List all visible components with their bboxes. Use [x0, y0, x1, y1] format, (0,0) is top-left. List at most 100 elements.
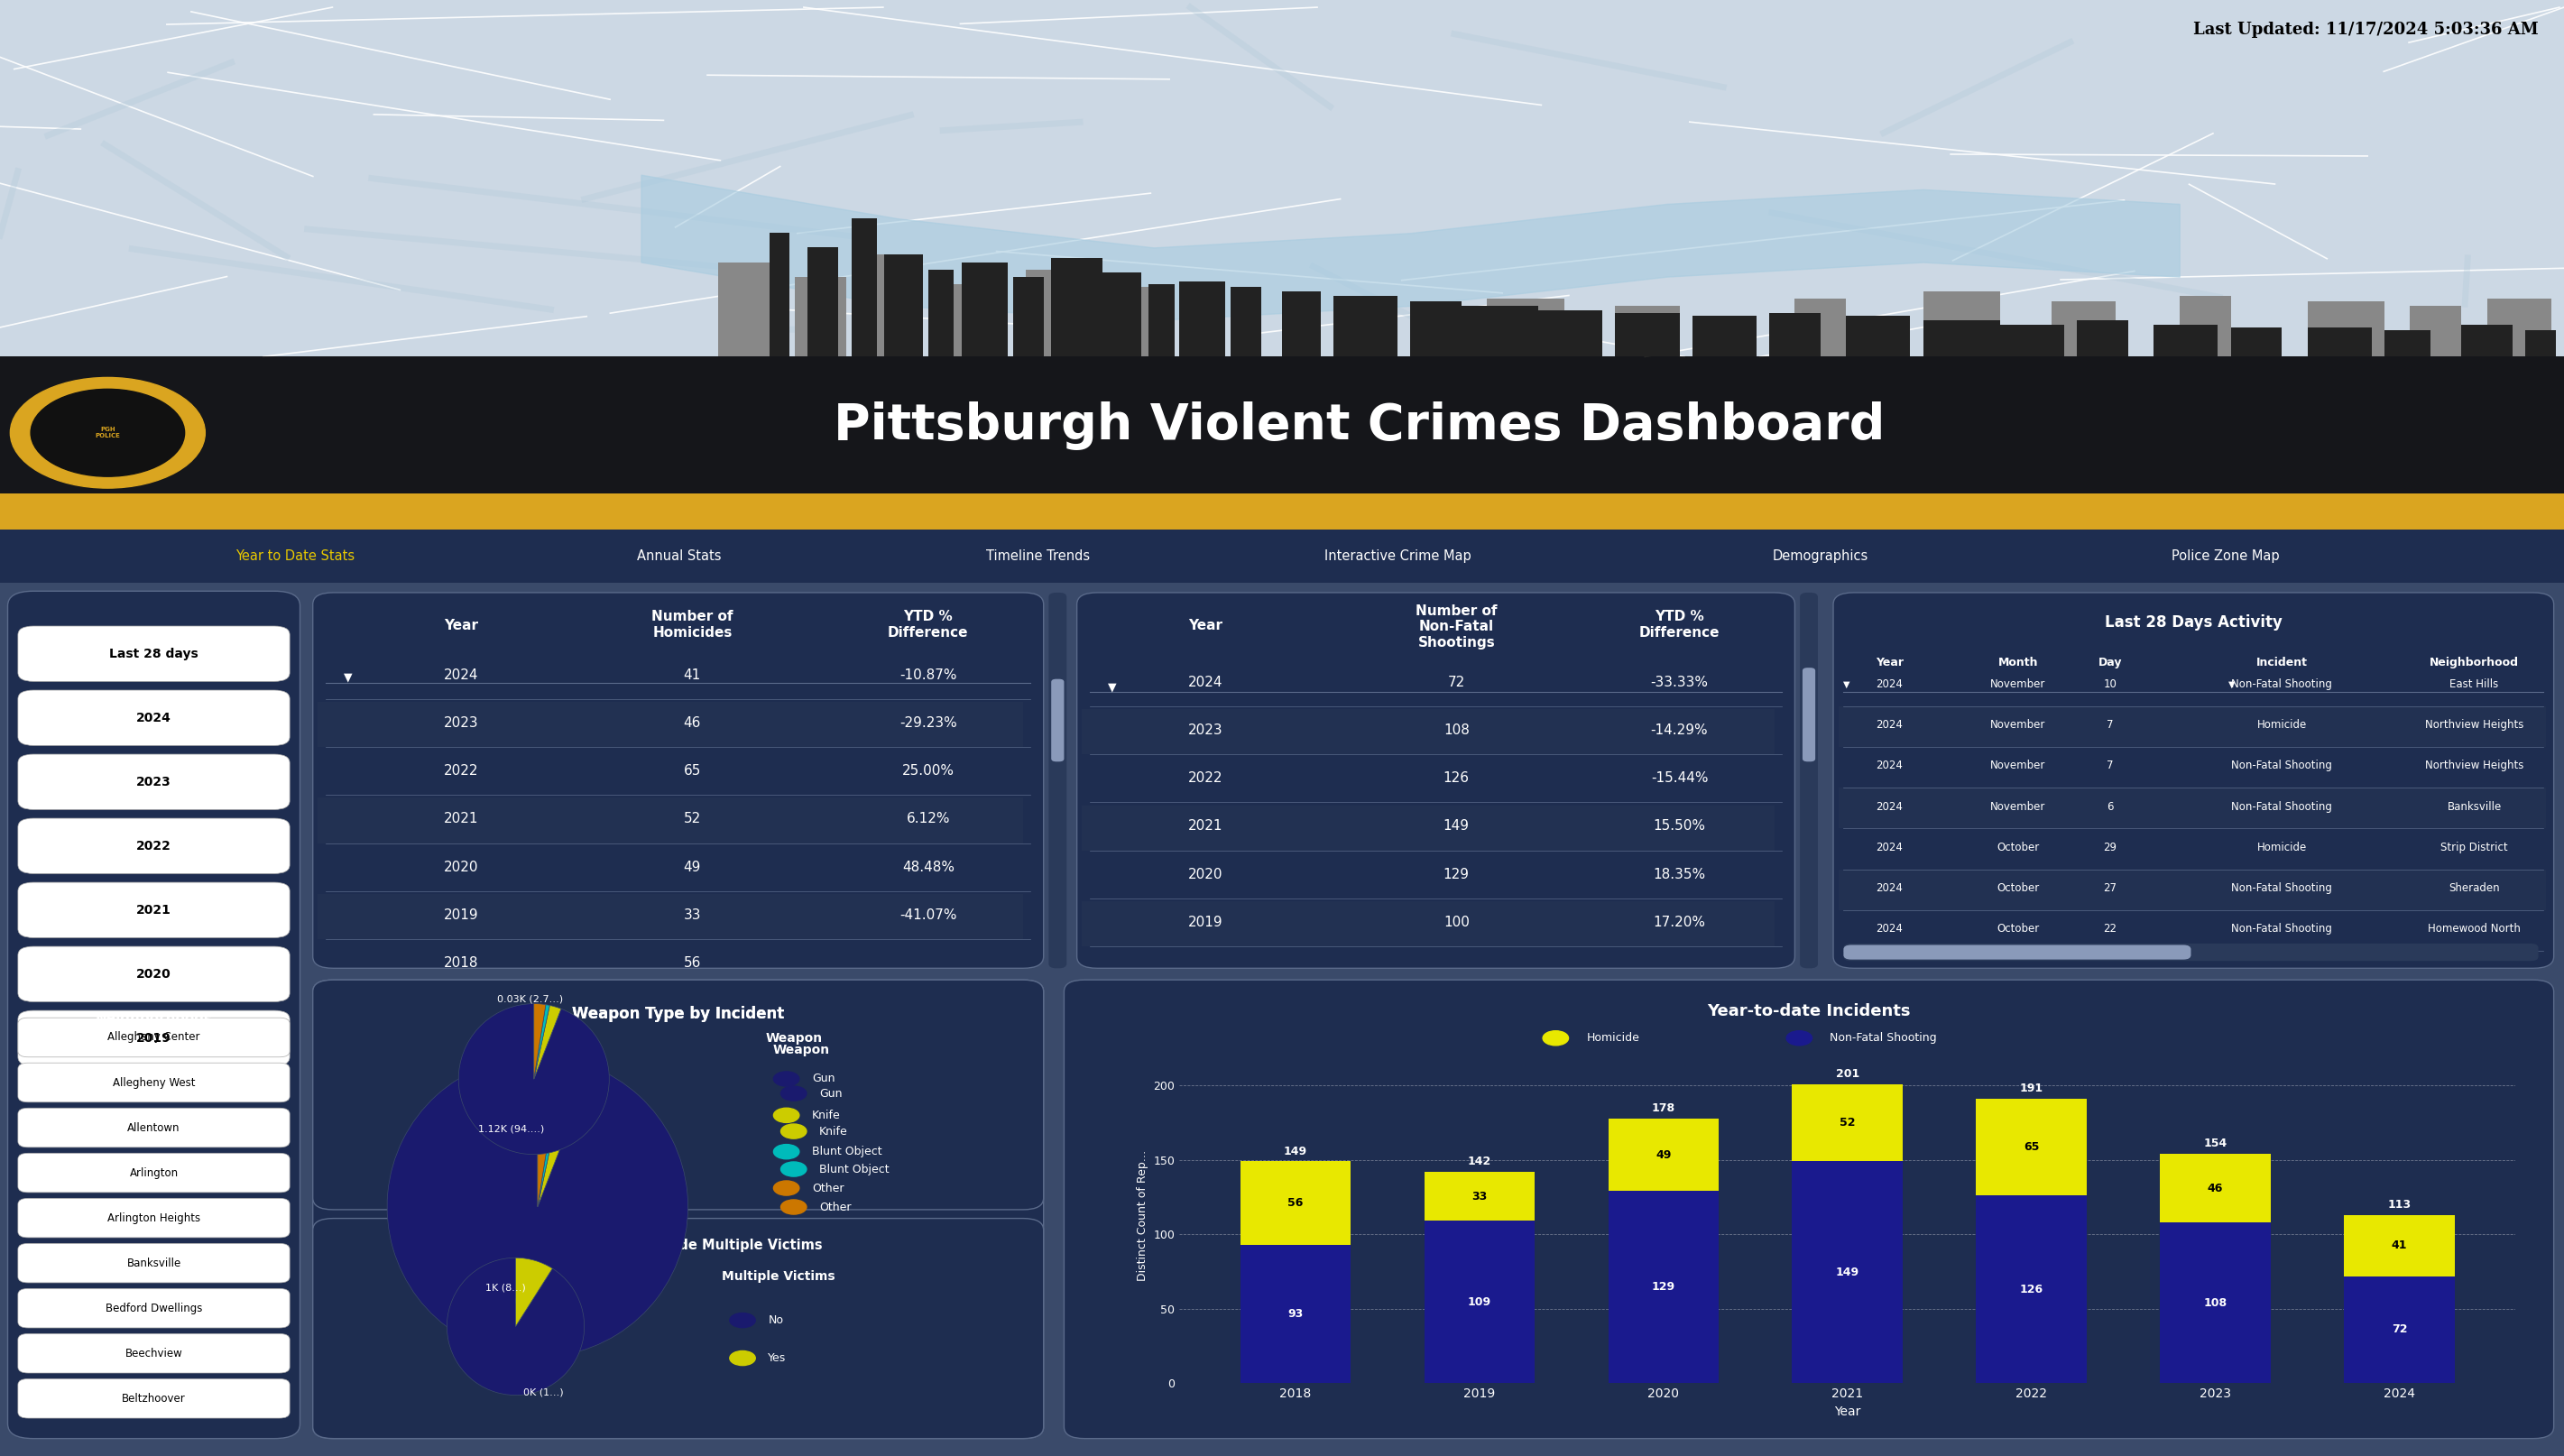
- Text: 65: 65: [2023, 1142, 2038, 1153]
- FancyBboxPatch shape: [313, 980, 1044, 1439]
- Text: 0.03K (2.7…): 0.03K (2.7…): [497, 1056, 564, 1064]
- Text: 25.00%: 25.00%: [903, 764, 954, 778]
- Text: 109: 109: [1467, 1296, 1492, 1307]
- Text: Incident: Incident: [2256, 657, 2308, 668]
- Text: 149: 149: [1285, 1146, 1308, 1158]
- Text: Allegheny West: Allegheny West: [113, 1076, 195, 1089]
- Text: Allegheny Center: Allegheny Center: [108, 1031, 200, 1044]
- Text: 22: 22: [2102, 923, 2118, 935]
- Text: Beechview: Beechview: [126, 1347, 182, 1360]
- FancyBboxPatch shape: [1082, 901, 1774, 946]
- Text: 2024: 2024: [1877, 719, 1902, 731]
- Text: Homicide: Homicide: [2256, 842, 2308, 853]
- Text: Beltzhoover: Beltzhoover: [123, 1392, 185, 1405]
- Text: Northview Heights: Northview Heights: [2426, 719, 2523, 731]
- Y-axis label: Distinct Count of Rep…: Distinct Count of Rep…: [1136, 1150, 1149, 1281]
- Text: 52: 52: [1838, 1117, 1856, 1128]
- FancyBboxPatch shape: [313, 1219, 1044, 1439]
- FancyBboxPatch shape: [0, 357, 2564, 495]
- Wedge shape: [538, 1057, 562, 1207]
- Text: Homicide: Homicide: [2256, 719, 2308, 731]
- FancyBboxPatch shape: [18, 946, 290, 1002]
- FancyBboxPatch shape: [1769, 313, 1820, 357]
- FancyBboxPatch shape: [18, 754, 290, 810]
- Text: Northview Heights: Northview Heights: [2426, 760, 2523, 772]
- Text: Weapon: Weapon: [774, 1044, 831, 1056]
- Text: Weapon: Weapon: [767, 1032, 823, 1044]
- Text: Banksville: Banksville: [126, 1257, 182, 1270]
- Text: 2023: 2023: [444, 716, 479, 729]
- Text: 2020: 2020: [444, 860, 479, 874]
- Text: 2024: 2024: [1877, 678, 1902, 690]
- Text: 2024: 2024: [1877, 760, 1902, 772]
- Bar: [2343, 1275, 2454, 1383]
- Text: 48.48%: 48.48%: [903, 860, 954, 874]
- Circle shape: [1544, 1031, 1569, 1045]
- Text: -10.87%: -10.87%: [900, 668, 956, 681]
- Bar: [2159, 1223, 2272, 1383]
- Text: Neighborhoods: Neighborhoods: [95, 1012, 213, 1026]
- FancyBboxPatch shape: [1077, 593, 1795, 968]
- Text: 27: 27: [2102, 882, 2118, 894]
- Text: ▼: ▼: [1844, 680, 1851, 689]
- Text: 72: 72: [2392, 1324, 2408, 1335]
- Text: 2020: 2020: [1187, 868, 1223, 881]
- FancyBboxPatch shape: [18, 1379, 290, 1418]
- Text: Number of
Homicides: Number of Homicides: [651, 610, 733, 639]
- FancyBboxPatch shape: [0, 530, 2564, 582]
- Text: November: November: [1990, 678, 2046, 690]
- Text: 6: 6: [2108, 801, 2113, 812]
- Text: 1.12K (94.…): 1.12K (94.…): [474, 1297, 541, 1306]
- FancyBboxPatch shape: [1615, 313, 1679, 357]
- Text: 2024: 2024: [1187, 676, 1223, 689]
- Text: 2021: 2021: [444, 812, 479, 826]
- Text: No: No: [769, 1315, 785, 1326]
- Text: 191: 191: [2020, 1083, 2044, 1095]
- Text: 2019: 2019: [1187, 916, 1223, 929]
- Text: Yes: Yes: [769, 1353, 787, 1364]
- Wedge shape: [459, 1003, 610, 1155]
- Text: 0K (1…): 0K (1…): [523, 1388, 564, 1398]
- FancyBboxPatch shape: [1802, 668, 1815, 761]
- Text: 49: 49: [685, 860, 700, 874]
- FancyBboxPatch shape: [18, 1018, 290, 1057]
- Bar: [1241, 1162, 1351, 1245]
- Text: Blunt Object: Blunt Object: [813, 1146, 882, 1158]
- Circle shape: [774, 1181, 800, 1195]
- Text: 2018: 2018: [444, 957, 479, 970]
- Text: 33: 33: [685, 909, 700, 922]
- Text: Gun: Gun: [813, 1073, 836, 1085]
- Text: 15.50%: 15.50%: [1654, 820, 1705, 833]
- FancyBboxPatch shape: [0, 494, 2564, 531]
- Text: 129: 129: [1444, 868, 1469, 881]
- FancyBboxPatch shape: [795, 277, 846, 357]
- Text: 2024: 2024: [1877, 923, 1902, 935]
- Bar: [1608, 1191, 1718, 1383]
- Text: 2022: 2022: [1187, 772, 1223, 785]
- Text: 2024: 2024: [1877, 882, 1902, 894]
- Wedge shape: [533, 1003, 546, 1079]
- Text: 2024: 2024: [444, 668, 479, 681]
- Text: 56: 56: [685, 957, 700, 970]
- Text: 2021: 2021: [136, 904, 172, 916]
- Text: 2021: 2021: [1187, 820, 1223, 833]
- Text: 2024: 2024: [1877, 842, 1902, 853]
- Text: Non-Fatal Shooting: Non-Fatal Shooting: [2231, 801, 2333, 812]
- Bar: [2159, 1155, 2272, 1223]
- FancyBboxPatch shape: [2385, 331, 2431, 357]
- FancyBboxPatch shape: [18, 1243, 290, 1283]
- Text: -33.33%: -33.33%: [1651, 676, 1708, 689]
- FancyBboxPatch shape: [1026, 269, 1082, 357]
- Text: Knife: Knife: [813, 1109, 841, 1121]
- FancyBboxPatch shape: [313, 980, 1044, 1210]
- FancyBboxPatch shape: [2410, 306, 2461, 357]
- Text: 100: 100: [1444, 916, 1469, 929]
- Text: 2023: 2023: [136, 776, 172, 788]
- FancyBboxPatch shape: [18, 1289, 290, 1328]
- Text: 2022: 2022: [136, 840, 172, 852]
- Wedge shape: [387, 1057, 687, 1357]
- Wedge shape: [515, 1258, 551, 1326]
- Text: Homicide: Homicide: [1587, 1032, 1638, 1044]
- Text: Year to Date Stats: Year to Date Stats: [236, 549, 354, 563]
- FancyBboxPatch shape: [1179, 281, 1226, 357]
